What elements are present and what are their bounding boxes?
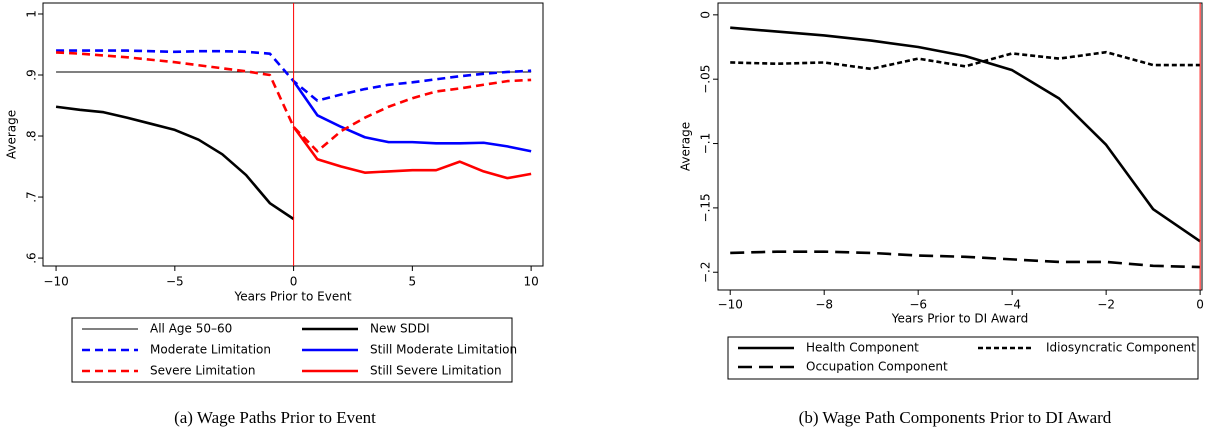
series-line — [730, 50, 1201, 71]
series-line — [55, 51, 532, 153]
x-tick-label: 5 — [409, 275, 417, 289]
y-tick-label: −.2 — [699, 261, 713, 283]
caption: (a) Wage Paths Prior to Event — [174, 408, 376, 427]
legend-label: All Age 50–60 — [150, 322, 232, 336]
x-tick-label: −6 — [909, 298, 927, 312]
caption: (b) Wage Path Components Prior to DI Awa… — [799, 408, 1112, 427]
legend-box — [71, 317, 513, 383]
legend-label: New SDDI — [370, 322, 430, 336]
series-line — [292, 80, 532, 153]
legend-label: Health Component — [806, 341, 919, 355]
legend-label: Moderate Limitation — [150, 343, 271, 357]
legend-label: Idiosyncratic Component — [1046, 341, 1196, 355]
y-tick-label: −.05 — [699, 65, 713, 94]
y-tick-label: −.1 — [699, 133, 713, 155]
legend-box — [727, 336, 1199, 380]
y-tick-label: −.15 — [699, 193, 713, 222]
series-line — [730, 250, 1201, 269]
x-tick-label: 0 — [290, 275, 298, 289]
series-line — [292, 126, 532, 180]
legend-label: Severe Limitation — [150, 364, 255, 378]
y-tick-label: 1 — [25, 10, 39, 18]
y-axis-title: Average — [679, 122, 693, 171]
legend-label: Still Severe Limitation — [370, 364, 502, 378]
x-axis-title: Years Prior to DI Award — [891, 312, 1029, 326]
y-tick-label: .8 — [25, 130, 39, 141]
series-line — [55, 105, 295, 221]
plot-frame — [42, 2, 544, 267]
x-tick-label: 10 — [523, 275, 538, 289]
legend-label: Occupation Component — [806, 360, 948, 374]
y-tick-label: .6 — [25, 252, 39, 263]
x-tick-label: −10 — [718, 298, 743, 312]
x-axis-title: Years Prior to Event — [233, 290, 351, 304]
x-tick-label: −10 — [43, 275, 68, 289]
plot-frame — [717, 2, 1203, 291]
legend-label: Still Moderate Limitation — [370, 343, 517, 357]
x-tick-label: −8 — [815, 298, 833, 312]
y-axis-title: Average — [5, 110, 19, 159]
x-tick-label: −4 — [1003, 298, 1021, 312]
y-tick-label: .7 — [25, 191, 39, 202]
y-tick-label: .9 — [25, 69, 39, 80]
series-line — [730, 26, 1201, 243]
x-tick-label: 0 — [1196, 298, 1204, 312]
x-tick-label: −2 — [1097, 298, 1115, 312]
x-tick-label: −5 — [166, 275, 184, 289]
y-tick-label: 0 — [699, 11, 713, 19]
